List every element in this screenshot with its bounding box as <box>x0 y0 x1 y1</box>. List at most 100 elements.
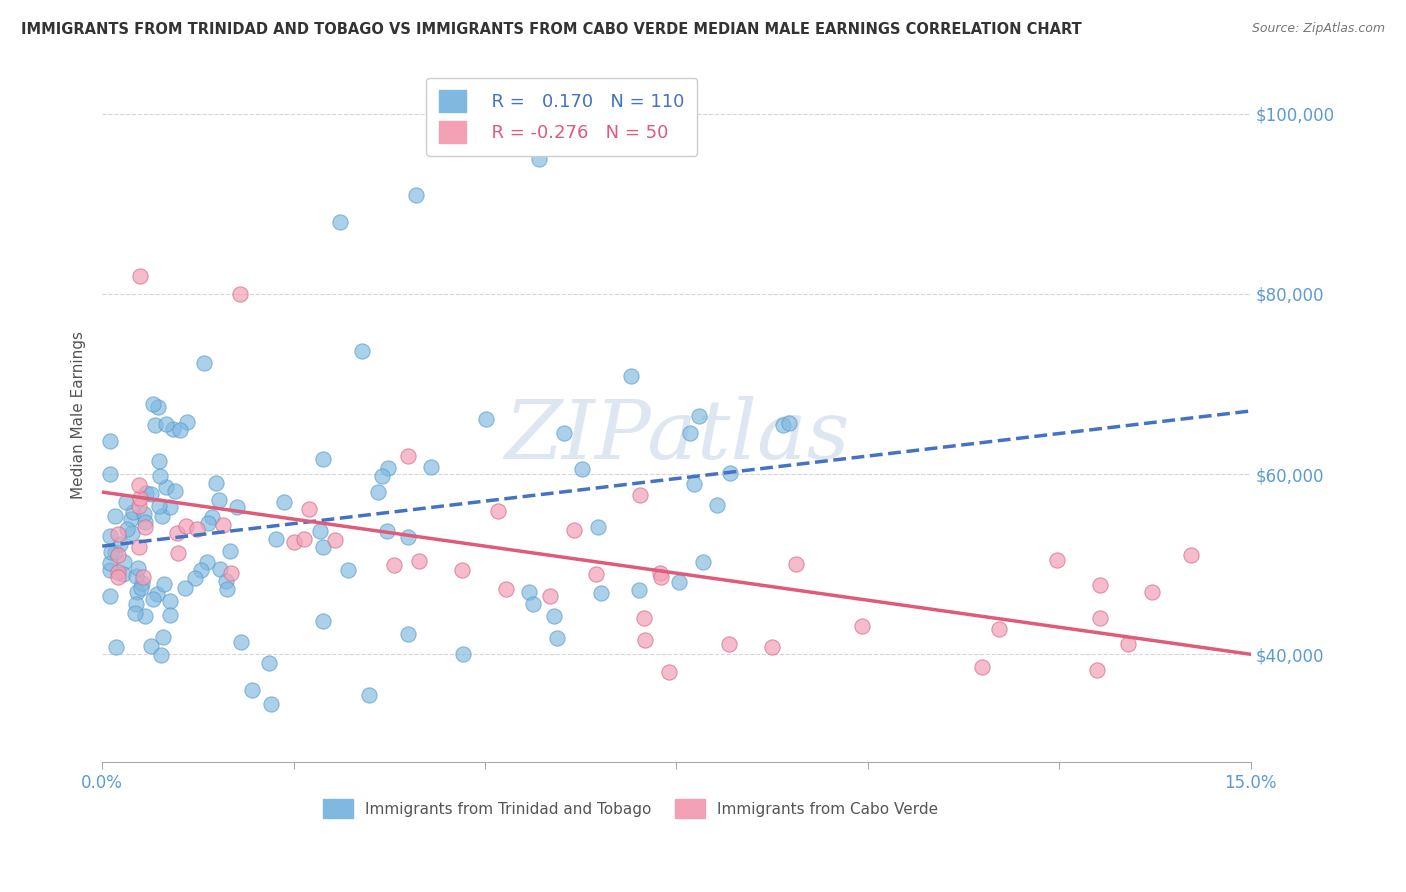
Point <box>761 640 783 655</box>
Point <box>131 576 153 591</box>
Point <box>259 656 281 670</box>
Point <box>408 554 430 568</box>
Point <box>683 477 706 491</box>
Point <box>648 566 671 581</box>
Point <box>585 567 607 582</box>
Point <box>148 499 170 513</box>
Point <box>405 187 427 202</box>
Point <box>150 508 173 523</box>
Point <box>851 619 873 633</box>
Point <box>166 525 188 540</box>
Point <box>571 461 593 475</box>
Point <box>125 568 148 582</box>
Point <box>167 546 190 560</box>
Point <box>98 528 121 542</box>
Point <box>98 564 121 578</box>
Point <box>451 647 474 661</box>
Point <box>706 499 728 513</box>
Point <box>152 630 174 644</box>
Point <box>589 586 612 600</box>
Point <box>159 500 181 514</box>
Point <box>201 509 224 524</box>
Point <box>129 268 152 283</box>
Point <box>121 526 143 541</box>
Point <box>527 152 550 166</box>
Point <box>628 582 651 597</box>
Point <box>141 639 163 653</box>
Point <box>311 540 333 554</box>
Point <box>688 409 710 424</box>
Point <box>658 665 681 680</box>
Point <box>142 591 165 606</box>
Point <box>772 418 794 433</box>
Point <box>628 487 651 501</box>
Point <box>146 587 169 601</box>
Point <box>420 459 443 474</box>
Point <box>149 468 172 483</box>
Point <box>538 589 561 603</box>
Point <box>1116 637 1139 651</box>
Point <box>633 611 655 625</box>
Point <box>1085 663 1108 677</box>
Point <box>650 569 672 583</box>
Point <box>165 484 187 499</box>
Point <box>134 515 156 529</box>
Point <box>134 520 156 534</box>
Point <box>98 557 121 571</box>
Point <box>620 369 643 384</box>
Point <box>197 516 219 530</box>
Point <box>450 563 472 577</box>
Point <box>190 562 212 576</box>
Point <box>104 545 127 559</box>
Point <box>398 449 420 463</box>
Point <box>135 486 157 500</box>
Point <box>785 557 807 571</box>
Point <box>329 215 352 229</box>
Point <box>120 512 142 526</box>
Point <box>143 417 166 432</box>
Point <box>1090 611 1112 625</box>
Point <box>107 548 129 562</box>
Point <box>128 540 150 554</box>
Point <box>367 484 389 499</box>
Point <box>273 495 295 509</box>
Point <box>215 582 238 597</box>
Text: Source: ZipAtlas.com: Source: ZipAtlas.com <box>1251 22 1385 36</box>
Point <box>155 479 177 493</box>
Text: ZIPatlas: ZIPatlas <box>503 396 849 476</box>
Point <box>98 589 121 603</box>
Point <box>159 607 181 622</box>
Point <box>112 555 135 569</box>
Point <box>1140 584 1163 599</box>
Point <box>546 632 568 646</box>
Point <box>337 564 360 578</box>
Point <box>988 622 1011 636</box>
Point <box>312 614 335 628</box>
Point <box>125 585 148 599</box>
Legend: Immigrants from Trinidad and Tobago, Immigrants from Cabo Verde: Immigrants from Trinidad and Tobago, Imm… <box>316 793 945 824</box>
Point <box>382 558 405 573</box>
Point <box>517 585 540 599</box>
Point <box>132 569 155 583</box>
Point <box>193 356 215 370</box>
Point <box>398 626 420 640</box>
Point <box>100 545 122 559</box>
Y-axis label: Median Male Earnings: Median Male Earnings <box>72 332 86 500</box>
Point <box>398 530 420 544</box>
Point <box>115 522 138 536</box>
Point <box>668 574 690 589</box>
Point <box>107 526 129 541</box>
Point <box>718 637 741 651</box>
Point <box>692 555 714 569</box>
Point <box>98 434 121 448</box>
Point <box>543 608 565 623</box>
Point <box>634 632 657 647</box>
Point <box>225 500 247 514</box>
Point <box>377 524 399 538</box>
Point <box>312 452 335 467</box>
Point <box>125 597 148 611</box>
Point <box>149 648 172 662</box>
Point <box>215 574 238 588</box>
Text: IMMIGRANTS FROM TRINIDAD AND TOBAGO VS IMMIGRANTS FROM CABO VERDE MEDIAN MALE EA: IMMIGRANTS FROM TRINIDAD AND TOBAGO VS I… <box>21 22 1081 37</box>
Point <box>679 426 702 441</box>
